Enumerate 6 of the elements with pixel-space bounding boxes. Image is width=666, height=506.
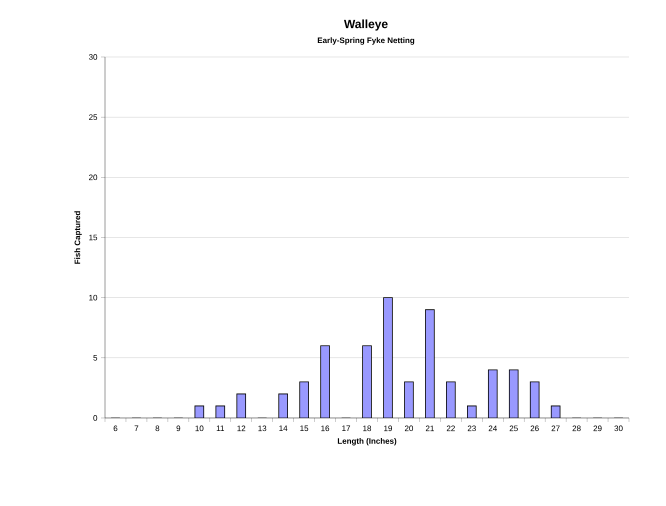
bar	[236, 394, 246, 418]
bar	[362, 345, 372, 418]
chart-title: Walleye	[344, 19, 388, 31]
bar	[425, 309, 435, 418]
bar	[320, 345, 330, 418]
bar	[383, 297, 393, 418]
